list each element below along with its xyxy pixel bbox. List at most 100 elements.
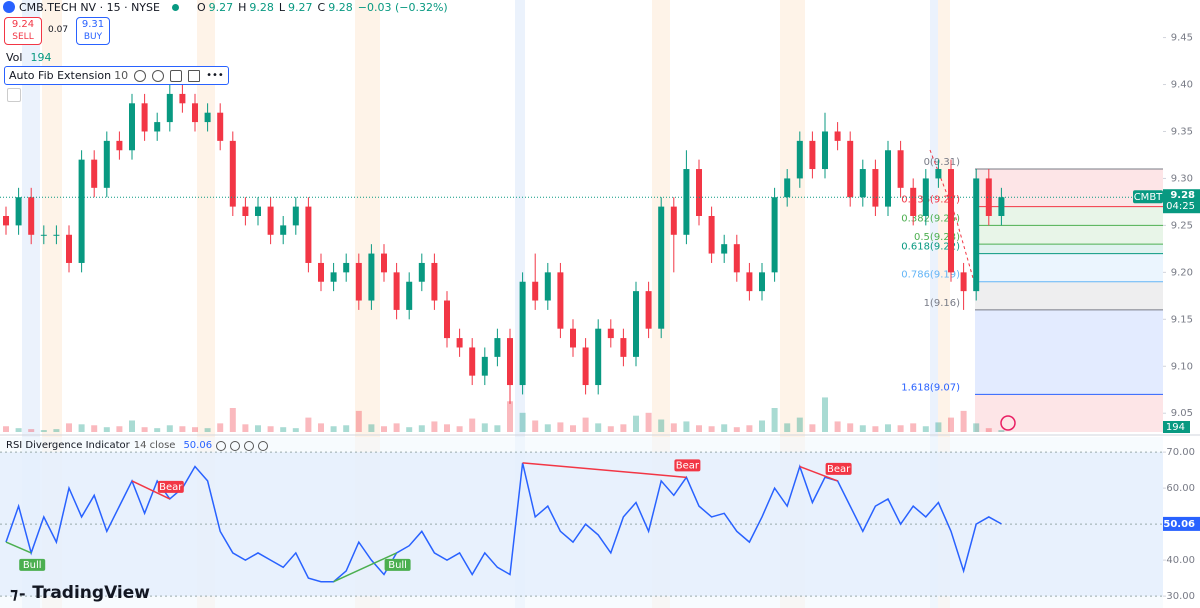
fib-zone [975,253,1163,282]
rsi-value: 50.06 [183,440,213,451]
y-tick-label: 9.05 [1171,408,1193,419]
fib-label: 1.618(9.07) [901,382,960,393]
y-tick-label: 9.35 [1171,126,1193,137]
sell-button[interactable]: 9.24 SELL [4,17,42,45]
volume-bar [91,425,98,432]
candle-body [393,272,400,310]
volume-bar [897,425,904,432]
volume-bar [481,423,488,432]
price-tag-countdown: 04:25 [1166,201,1195,212]
volume-bar [53,429,60,432]
fib-label: 0.786(9.19) [901,270,960,281]
rsi-icon[interactable] [258,440,269,451]
y-tick-label: 9.25 [1171,220,1193,231]
candle-body [885,150,891,207]
volume-bar [847,423,854,432]
candle-body [620,338,627,357]
candle-body [255,206,261,216]
volume-bar [570,425,576,432]
candle-body [53,234,60,236]
volume-bar [393,423,400,432]
volume-bar [633,415,639,432]
volume-bar [3,426,9,432]
candle-body [91,159,98,188]
candle-body [519,281,526,386]
price-tag [1163,189,1200,214]
volume-bar [242,424,249,432]
vol-value: 194 [30,51,52,64]
rsi-legend: RSI Divergence Indicator 14 close 50.06 [6,440,269,451]
y-tick-label: 9.40 [1171,80,1193,91]
candle-body [15,197,22,226]
volume-bar [922,426,929,432]
divergence-badge [157,480,184,493]
y-tick-label: 9.20 [1171,267,1193,278]
collapse-button[interactable] [7,88,21,102]
rsi-icon[interactable] [216,440,227,451]
volume-bar [532,420,539,432]
volume-bar [544,424,551,432]
volume-bar [179,426,186,432]
candle-body [633,291,639,357]
indicator-name: Auto Fib Extension [9,69,112,82]
candle-body [998,197,1005,216]
divergence-badge [825,462,852,475]
session-band [930,0,938,608]
volume-tag [1163,421,1190,433]
candle-body [935,169,942,179]
volume-bar [469,418,476,432]
volume-tag-text: 194 [1166,422,1185,433]
more-icon[interactable]: ••• [206,70,224,81]
candle-body [154,122,161,132]
fib-zone [975,309,1163,395]
delete-icon[interactable] [188,69,201,82]
symbol[interactable]: CMB.TECH NV · 15 · NYSE [19,0,160,14]
candle-body [305,206,312,263]
candle-body [330,272,337,282]
buy-button[interactable]: 9.31 BUY [76,17,110,45]
candle-body [28,197,35,235]
candle-body [784,178,791,198]
rsi-params: 14 close [133,440,176,451]
symbol-row: CMB.TECH NV · 15 · NYSE O 9.27 H 9.28 L 9.27 C… [3,0,448,14]
candle-body [809,140,816,170]
y-tick-label: 9.45 [1171,33,1193,44]
volume-bar [192,427,198,432]
rsi-icon[interactable] [244,440,255,451]
volume-bar [204,428,211,432]
vol-label: Vol [6,51,23,64]
source-icon[interactable] [170,69,183,82]
candle-body [696,169,702,216]
volume-bar [910,423,917,432]
volume-bar [305,417,312,432]
settings-icon[interactable] [152,69,165,82]
divergence-badge [19,558,46,571]
rsi-icon[interactable] [230,440,241,451]
volume-bar [494,425,501,432]
volume-bar [267,426,274,432]
candle-body [166,93,173,123]
candle-body [469,347,476,376]
candle-body [683,169,690,235]
volume-bar [746,425,753,432]
candle-body [948,169,954,273]
candle-body [834,131,841,141]
fib-label: 0.382(9.25) [901,213,960,224]
indicator-legend[interactable]: Auto Fib Extension 10 ••• [4,66,229,85]
candle-body [960,272,967,292]
ohlc-value: 9.28 [328,0,353,14]
spread: 0.07 [48,25,69,35]
candle-body [859,169,866,198]
candle-body [645,291,652,329]
volume-bar [519,412,526,432]
volume-bar [721,424,728,432]
divergence-label: Bull [23,560,42,571]
eye-icon[interactable] [134,69,147,82]
volume-bar [255,425,261,432]
ohlc-key: O [196,0,206,14]
candle-body [229,140,236,207]
fib-zone [975,244,1163,254]
volume-bar [28,429,35,432]
ohlc-change: −0.03 (−0.32%) [357,0,448,14]
